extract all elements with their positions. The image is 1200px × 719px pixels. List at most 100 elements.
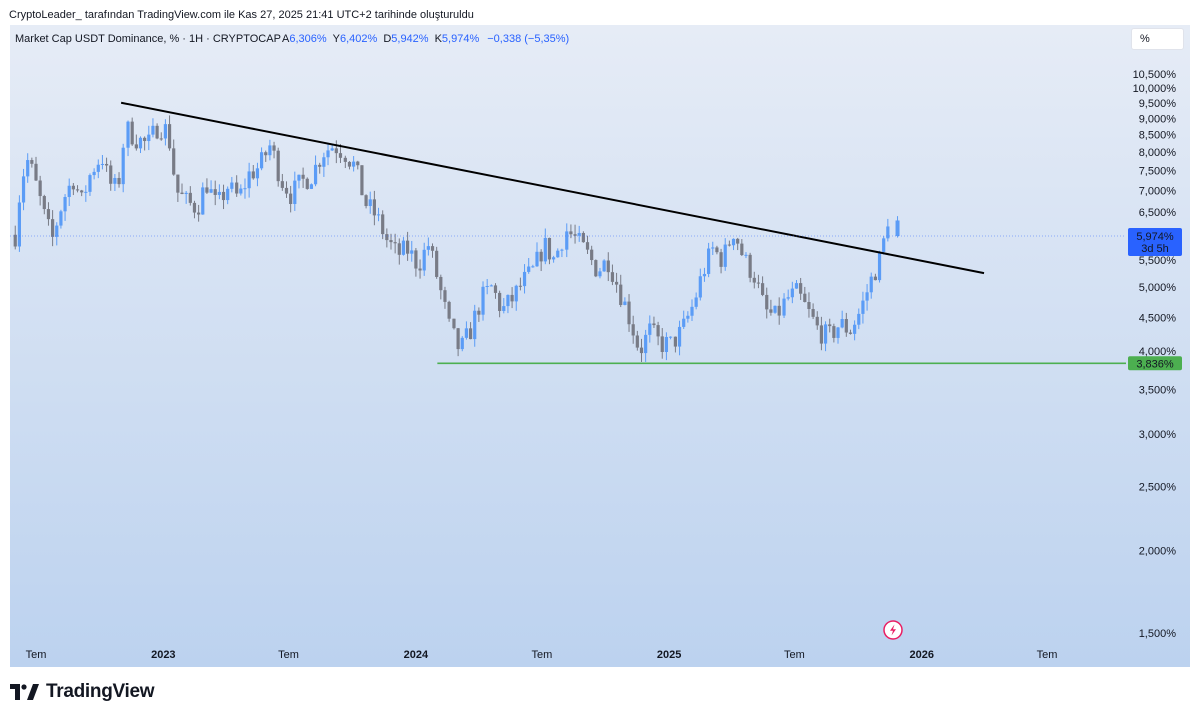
candle-body xyxy=(280,181,284,188)
candle-body xyxy=(639,347,644,354)
candle-body xyxy=(464,328,469,338)
candle-body xyxy=(38,180,42,197)
candle-body xyxy=(869,276,873,293)
candle-body xyxy=(765,294,769,310)
y-tick-label: 3,500% xyxy=(1139,385,1177,397)
candle-body xyxy=(381,214,385,235)
candle-body xyxy=(803,293,807,303)
candle-body xyxy=(660,336,664,352)
candle-body xyxy=(356,161,360,166)
y-tick-label: 5,000% xyxy=(1139,282,1177,294)
candle-body xyxy=(334,148,338,154)
candle-body xyxy=(715,247,719,253)
candle-body xyxy=(410,250,414,254)
candle-body xyxy=(723,244,727,267)
candle-body xyxy=(614,281,619,285)
candle-body xyxy=(452,318,456,329)
candle-body xyxy=(506,294,510,307)
candle-body xyxy=(84,191,88,193)
candle-body xyxy=(221,191,226,201)
candle-body xyxy=(55,225,59,237)
candle-body xyxy=(819,325,824,344)
candle-body xyxy=(832,326,836,338)
candle-body xyxy=(481,286,485,315)
candle-body xyxy=(217,191,221,195)
candle-body xyxy=(46,209,51,220)
candle-body xyxy=(731,238,736,246)
candle-body xyxy=(485,286,489,288)
candle-body xyxy=(493,285,498,293)
candle-body xyxy=(376,214,381,216)
candle-body xyxy=(439,276,443,291)
legend-low-label: D xyxy=(383,33,391,45)
time-axis[interactable]: Tem 2023 Tem 2024 Tem 2025 Tem 2026 Tem xyxy=(26,649,1058,661)
price-axis[interactable]: 10,500% 10,000% 9,500% 9,000% 8,500% 8,000% 7,… xyxy=(1133,69,1177,640)
candle-body xyxy=(264,152,268,156)
candle-body xyxy=(477,310,481,315)
lightning-icon[interactable] xyxy=(883,620,903,640)
candle-body xyxy=(836,327,840,338)
candle-body xyxy=(543,237,547,262)
candle-body xyxy=(848,332,853,334)
candle-body xyxy=(389,240,393,243)
candle-body xyxy=(702,273,707,277)
candle-body xyxy=(213,189,217,195)
chart-background xyxy=(10,25,1190,667)
x-tick-label: Tem xyxy=(26,649,47,661)
candle-body xyxy=(552,257,556,260)
candle-body xyxy=(113,177,117,184)
support-price-label: 3,836% xyxy=(1136,358,1174,370)
candle-body xyxy=(305,178,309,189)
candle-body xyxy=(473,310,477,340)
candle-body xyxy=(322,157,326,167)
candle-body xyxy=(760,283,765,295)
candle-body xyxy=(782,298,786,316)
candle-body xyxy=(134,144,138,149)
candle-body xyxy=(518,285,522,287)
candle-body xyxy=(401,240,406,255)
candle-body xyxy=(360,165,364,196)
candle-body xyxy=(301,174,305,179)
chart-area[interactable]: 10,500% 10,000% 9,500% 9,000% 8,500% 8,000% 7,… xyxy=(0,25,1200,667)
footer-brand[interactable]: TradingView xyxy=(10,681,155,703)
candle-series xyxy=(13,115,900,362)
candle-body xyxy=(882,238,886,252)
candle-body xyxy=(418,268,422,271)
candle-body xyxy=(309,184,314,189)
tradingview-logo-icon xyxy=(10,684,39,700)
legend-open: 6,306% xyxy=(289,33,327,45)
trendline[interactable] xyxy=(120,101,985,275)
candle-body xyxy=(514,285,518,302)
legend-change: −0,338 (−5,35%) xyxy=(487,33,569,45)
candle-body xyxy=(59,211,63,226)
candle-body xyxy=(711,247,715,249)
candle-body xyxy=(895,220,900,237)
candle-body xyxy=(201,187,205,215)
x-tick-label: Tem xyxy=(278,649,299,661)
legend-low: 5,942% xyxy=(391,33,429,45)
candle-body xyxy=(447,301,451,319)
candle-body xyxy=(698,276,702,298)
legend-close: 5,974% xyxy=(442,33,480,45)
candle-body xyxy=(176,174,180,193)
legend-symbol[interactable]: Market Cap USDT Dominance, % · 1H · CRYP… xyxy=(15,33,281,45)
candle-body xyxy=(289,193,293,205)
chart-svg[interactable]: 10,500% 10,000% 9,500% 9,000% 8,500% 8,000% 7,… xyxy=(0,25,1200,667)
drawing-layer[interactable] xyxy=(10,101,1126,365)
candle-body xyxy=(686,315,690,319)
price-badges: 5,974%3d 5h 3,836% xyxy=(1128,228,1182,371)
candle-body xyxy=(799,283,803,294)
scale-mode-button[interactable]: % xyxy=(1131,28,1184,50)
current-price-label: 5,974% xyxy=(1136,231,1174,243)
candle-body xyxy=(385,234,389,241)
candle-body xyxy=(297,174,301,181)
current-price-badge xyxy=(1128,228,1182,257)
countdown-label: 3d 5h xyxy=(1141,243,1169,255)
candle-body xyxy=(707,248,711,274)
candle-body xyxy=(631,324,635,336)
candle-body xyxy=(560,249,564,251)
candle-body xyxy=(510,294,514,302)
candle-body xyxy=(644,334,648,354)
candle-body xyxy=(243,188,247,190)
candle-body xyxy=(748,254,752,278)
